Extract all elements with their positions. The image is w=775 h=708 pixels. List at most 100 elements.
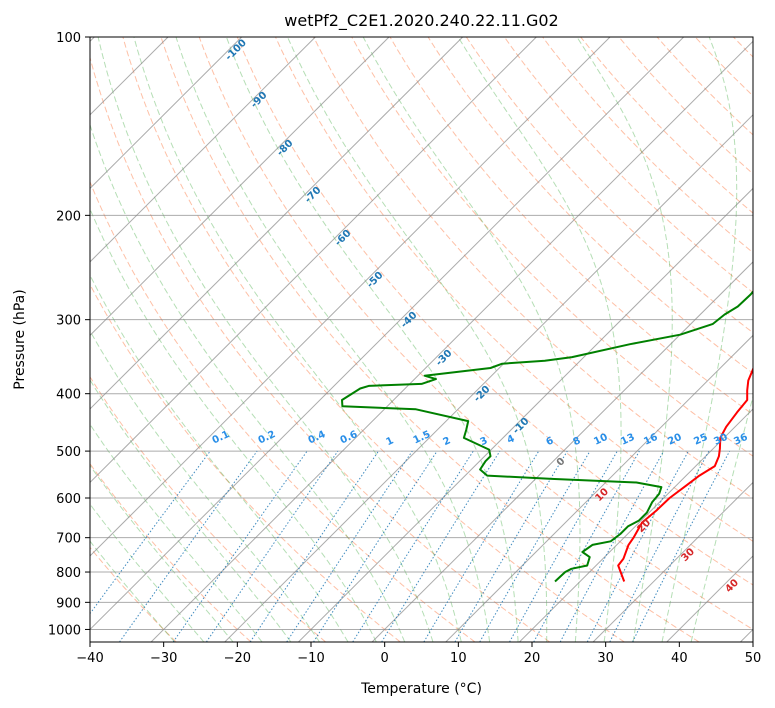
moist-adiabat: [133, 37, 462, 642]
isotherm: [90, 37, 464, 410]
isotherm: [592, 481, 753, 642]
dry-adiabat: [236, 37, 753, 586]
mixing-ratio-label: 36: [732, 432, 749, 448]
x-tick-label: −10: [297, 651, 324, 666]
dry-adiabat: [427, 37, 753, 374]
moist-adiabat: [90, 503, 205, 642]
y-tick-label: 300: [56, 314, 81, 329]
x-tick-label: 0: [381, 651, 389, 666]
mixing-ratio-line: [249, 450, 379, 642]
mixing-ratio-label: 10: [592, 432, 609, 448]
x-tick-label: 10: [450, 651, 467, 666]
isotherm: [519, 408, 753, 642]
isotherm: [90, 37, 316, 263]
mixing-ratio-label: 1: [384, 435, 395, 448]
moist-adiabat: [90, 207, 377, 642]
dry-adiabat: [122, 37, 625, 642]
mixing-ratio-label: 16: [642, 432, 659, 448]
dry-adiabat: [772, 37, 775, 642]
dry-adiabat: [90, 462, 252, 642]
moist-adiabat: [287, 37, 548, 642]
dry-adiabat: [90, 546, 177, 642]
x-tick-label: −30: [150, 651, 177, 666]
y-axis-label: Pressure (hPa): [12, 289, 28, 389]
mixing-ratio-label: 3: [478, 435, 489, 448]
moist-adiabat: [97, 37, 434, 642]
moist-adiabat: [661, 37, 738, 642]
mixing-ratio-label: 13: [619, 432, 636, 448]
mixing-ratio-line: [90, 450, 211, 615]
mixing-ratio-label: 30: [712, 432, 729, 448]
dry-adiabat: [90, 55, 550, 642]
moist-adiabat: [175, 37, 491, 642]
mixing-ratio-label: 2: [441, 435, 452, 448]
x-tick-label: 30: [597, 651, 614, 666]
mixing-ratio-line: [586, 450, 689, 642]
moist-adiabat: [362, 37, 581, 642]
moist-adiabat: [90, 379, 292, 642]
mixing-ratio-line: [119, 450, 258, 642]
dry-adiabat: [503, 37, 753, 294]
isotherm: [224, 114, 753, 642]
mixing-ratio-lines: [90, 450, 731, 642]
mixing-ratio-line: [286, 450, 413, 642]
plot-frame: [89, 36, 754, 643]
y-tick-label: 700: [56, 532, 81, 547]
x-tick-label: −20: [224, 651, 251, 666]
y-tick-label: 900: [56, 596, 81, 611]
isotherm: [90, 37, 611, 557]
x-axis-label: Temperature (°C): [360, 681, 482, 697]
mixing-ratio-line: [632, 450, 731, 642]
plot-background: [90, 37, 753, 642]
isotherm: [298, 187, 753, 642]
isotherm: [90, 37, 685, 631]
moist-adiabat: [90, 464, 234, 642]
x-tick-label: 40: [671, 651, 688, 666]
dry-adiabat: [313, 37, 753, 499]
x-tick-label: −40: [76, 651, 103, 666]
profile-line-1: [617, 366, 753, 582]
y-tick-label: 400: [56, 388, 81, 403]
moist-adiabats: [90, 37, 753, 642]
y-tick-label: 200: [56, 209, 81, 224]
isotherm: [371, 261, 753, 642]
y-tick-label: 100: [56, 31, 81, 46]
mixing-ratio-line: [352, 450, 474, 642]
dry-adiabat: [198, 37, 753, 630]
y-axis-ticks: 100 200 300 400 500 600 700 800 900 1000: [48, 31, 90, 638]
moist-adiabat: [90, 123, 406, 642]
isobar-grid: [90, 37, 753, 630]
mixing-ratio-line: [609, 450, 710, 642]
moist-adiabat: [90, 540, 176, 642]
mixing-ratio-label: 6: [544, 435, 555, 448]
mixing-ratio-line: [423, 450, 540, 642]
profile-line-2: [341, 290, 753, 583]
isotherm: [90, 37, 243, 190]
mixing-ratio-label: 25: [692, 432, 709, 448]
y-tick-label: 1000: [48, 623, 81, 638]
isotherm-grid: [90, 37, 753, 642]
y-tick-label: 500: [56, 445, 81, 460]
x-tick-label: 50: [745, 651, 762, 666]
chart-title: wetPf2_C2E1.2020.240.22.11.G02: [284, 11, 558, 31]
isotherm: [90, 37, 537, 484]
mixing-ratio-line: [533, 450, 640, 642]
mixing-ratio-line: [313, 450, 438, 642]
x-axis-ticks: −40 −30 −20 −10 0 10 20 30 40 50: [76, 642, 761, 666]
mixing-ratio-line: [381, 450, 501, 642]
profile-lines: [341, 290, 753, 583]
mixing-ratio-line: [172, 450, 308, 642]
mixing-ratio-label: 4: [505, 433, 516, 446]
isotherm: [150, 40, 753, 642]
isotherm: [445, 334, 753, 642]
isotherm: [90, 37, 390, 337]
y-tick-label: 800: [56, 566, 81, 581]
mixing-ratio-line: [205, 450, 339, 642]
mixing-ratio-line: [559, 450, 665, 642]
y-tick-label: 600: [56, 492, 81, 507]
moist-adiabat: [457, 37, 622, 642]
x-tick-label: 20: [524, 651, 541, 666]
mixing-ratio-label: 20: [666, 432, 683, 448]
mixing-ratio-line: [509, 450, 618, 642]
